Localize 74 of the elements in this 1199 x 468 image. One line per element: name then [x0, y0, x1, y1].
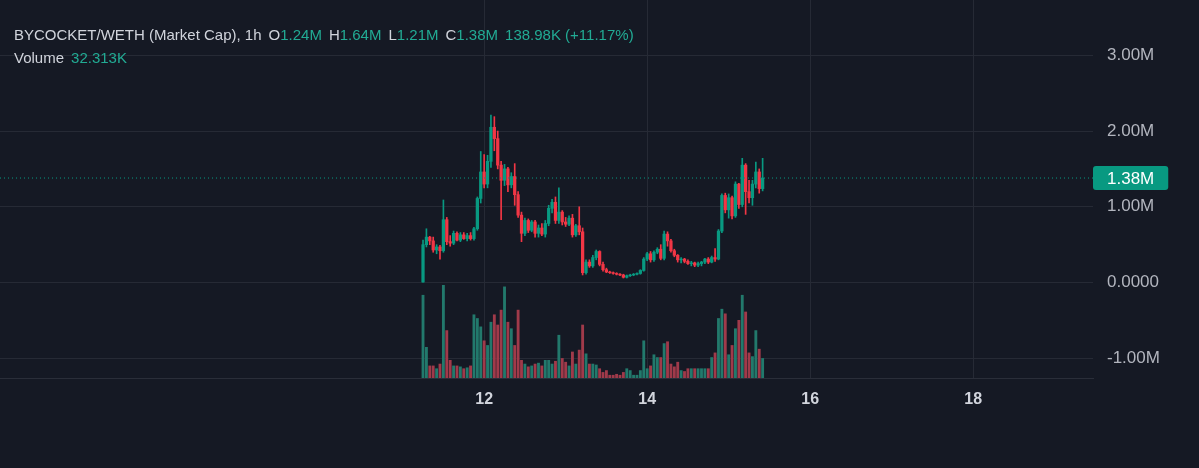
bar [676, 361, 680, 378]
bar [564, 361, 568, 378]
bar [757, 348, 761, 378]
bar [723, 313, 727, 378]
bar [632, 374, 635, 378]
bar [469, 365, 472, 378]
bar [737, 320, 741, 378]
bar [554, 360, 557, 378]
bar [611, 374, 615, 378]
bar [499, 309, 503, 378]
bar [649, 365, 652, 378]
y-tick-label: 0.0000 [1107, 272, 1159, 292]
bar [662, 343, 666, 378]
annotation: 32.313K [71, 49, 127, 66]
bar [659, 357, 663, 378]
bar [428, 365, 432, 378]
bar [625, 368, 629, 378]
bar [727, 354, 731, 378]
bar [492, 314, 496, 378]
bar [642, 340, 646, 378]
annotation: C1.38M [445, 26, 499, 43]
bar [557, 334, 561, 378]
ref-line-label: 1.38M [1107, 168, 1155, 188]
bar [482, 340, 486, 378]
bar [506, 321, 510, 378]
bar [608, 374, 612, 378]
bar [710, 357, 714, 378]
bar [475, 318, 479, 378]
annotation: H1.64M [328, 26, 382, 43]
bar [740, 294, 744, 378]
candlestick [713, 248, 717, 262]
bar [734, 328, 737, 378]
y-tick-label: 3.00M [1107, 44, 1155, 64]
x-tick-label: 16 [801, 390, 820, 408]
bar [598, 368, 602, 378]
bar [594, 364, 598, 378]
bar [720, 308, 724, 378]
bar [581, 324, 585, 378]
bar [679, 370, 683, 378]
bar [431, 365, 435, 378]
bar [754, 330, 758, 378]
bar [683, 371, 686, 378]
bar [503, 286, 506, 378]
chart-title: Volume [14, 49, 65, 66]
bar [744, 311, 748, 378]
bar [445, 330, 449, 378]
x-tick-label: 14 [638, 390, 657, 408]
bar [761, 358, 765, 378]
bar [588, 363, 591, 378]
candlestick [557, 187, 561, 224]
y-tick-label: 2.00M [1107, 120, 1155, 140]
bar [591, 363, 595, 378]
bar [713, 352, 717, 378]
annotation: 138.98K (+11.17%) [505, 26, 634, 43]
bar [574, 363, 578, 378]
bar [571, 351, 574, 378]
bar [543, 360, 547, 378]
y-tick-label: 1.00M [1107, 196, 1155, 216]
bar [700, 368, 703, 378]
bar [435, 368, 439, 378]
annotation: L1.21M [388, 26, 439, 43]
y-tick-label: -1.00M [1107, 347, 1160, 367]
bar [509, 328, 513, 378]
annotation: O1.24M [268, 26, 322, 43]
text: BYCOCKET/WETH (Market Cap), 1h [14, 26, 262, 43]
bar [666, 341, 669, 378]
bar [537, 362, 540, 378]
bar [628, 370, 632, 378]
bar [540, 365, 544, 378]
bar [560, 358, 564, 378]
x-tick-label: 12 [475, 390, 494, 408]
x-tick-label: 18 [964, 390, 983, 408]
bar [516, 309, 520, 378]
bar [441, 285, 445, 378]
